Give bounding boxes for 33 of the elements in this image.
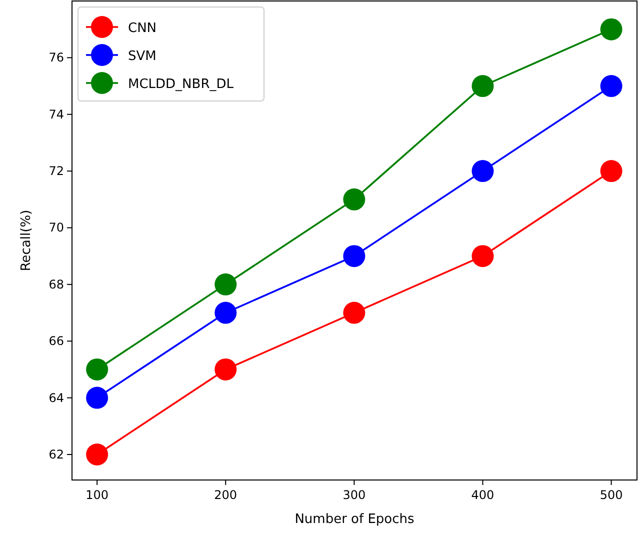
point xyxy=(86,386,108,409)
y-tick-label: 62 xyxy=(48,447,64,462)
x-tick-label: 400 xyxy=(471,488,494,502)
x-tick-label: 100 xyxy=(86,488,109,502)
legend-label: SVM xyxy=(128,49,156,64)
y-tick-label: 70 xyxy=(48,220,64,235)
point xyxy=(86,358,108,380)
x-tick-label: 200 xyxy=(214,488,238,502)
y-tick-label: 74 xyxy=(48,107,64,122)
legend-label: CNN xyxy=(128,21,157,36)
point xyxy=(343,245,366,268)
point xyxy=(600,160,622,182)
y-tick-label: 68 xyxy=(48,277,64,292)
y-tick-label: 76 xyxy=(48,50,64,65)
y-axis-title: Recall(%) xyxy=(19,210,34,272)
point xyxy=(214,302,237,324)
point xyxy=(343,188,366,210)
legend-label: MCLDD_NBR_DL xyxy=(128,77,234,92)
point xyxy=(343,302,366,324)
point xyxy=(214,273,237,296)
x-tick-label: 300 xyxy=(342,488,366,502)
y-tick-label: 64 xyxy=(48,390,64,405)
point xyxy=(600,75,622,98)
point xyxy=(214,358,237,380)
x-tick-label: 500 xyxy=(600,488,623,502)
y-tick-label: 72 xyxy=(48,164,64,178)
x-axis-title: Number of Epochs xyxy=(294,512,415,527)
point xyxy=(472,160,494,182)
y-tick-label: 66 xyxy=(48,334,64,348)
point xyxy=(472,75,494,98)
point xyxy=(86,443,108,466)
point xyxy=(600,18,622,40)
point xyxy=(472,245,494,268)
